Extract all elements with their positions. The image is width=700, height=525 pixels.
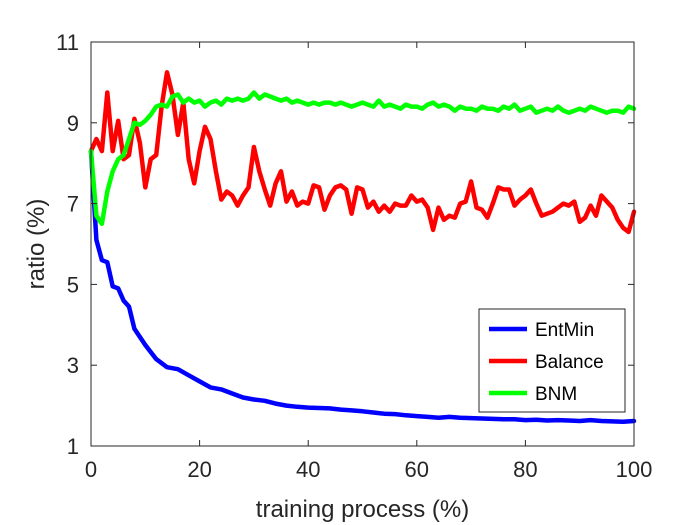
plot-frame xyxy=(90,41,635,447)
series-line-entmin xyxy=(88,148,637,425)
x-tick-label: 0 xyxy=(85,457,97,482)
y-tick-label: 7 xyxy=(67,192,79,217)
y-tick-label: 3 xyxy=(67,353,79,378)
y-tick-label: 5 xyxy=(67,272,79,297)
x-tick-label: 60 xyxy=(405,457,429,482)
y-tick-label: 1 xyxy=(67,434,79,459)
y-tick-label: 9 xyxy=(67,111,79,136)
x-tick-label: 100 xyxy=(616,457,653,482)
legend-label-balance: Balance xyxy=(535,352,604,373)
legend-label-entmin: EntMin xyxy=(535,320,594,341)
series-line-balance xyxy=(88,70,637,235)
x-tick-label: 20 xyxy=(187,457,211,482)
x-tick-label: 80 xyxy=(513,457,537,482)
x-tick-label: 40 xyxy=(296,457,320,482)
series-line-bnm xyxy=(88,90,637,227)
ticks-layer: 0 20 40 60 80 100 1 3 5 7 9 11 xyxy=(56,30,652,482)
legend-label-bnm: BNM xyxy=(535,384,577,405)
series-layer xyxy=(88,70,637,425)
x-axis-title: training process (%) xyxy=(256,496,469,523)
y-tick-label: 11 xyxy=(56,30,79,55)
y-axis-title: ratio (%) xyxy=(23,199,50,290)
legend: EntMin Balance BNM xyxy=(478,308,626,413)
